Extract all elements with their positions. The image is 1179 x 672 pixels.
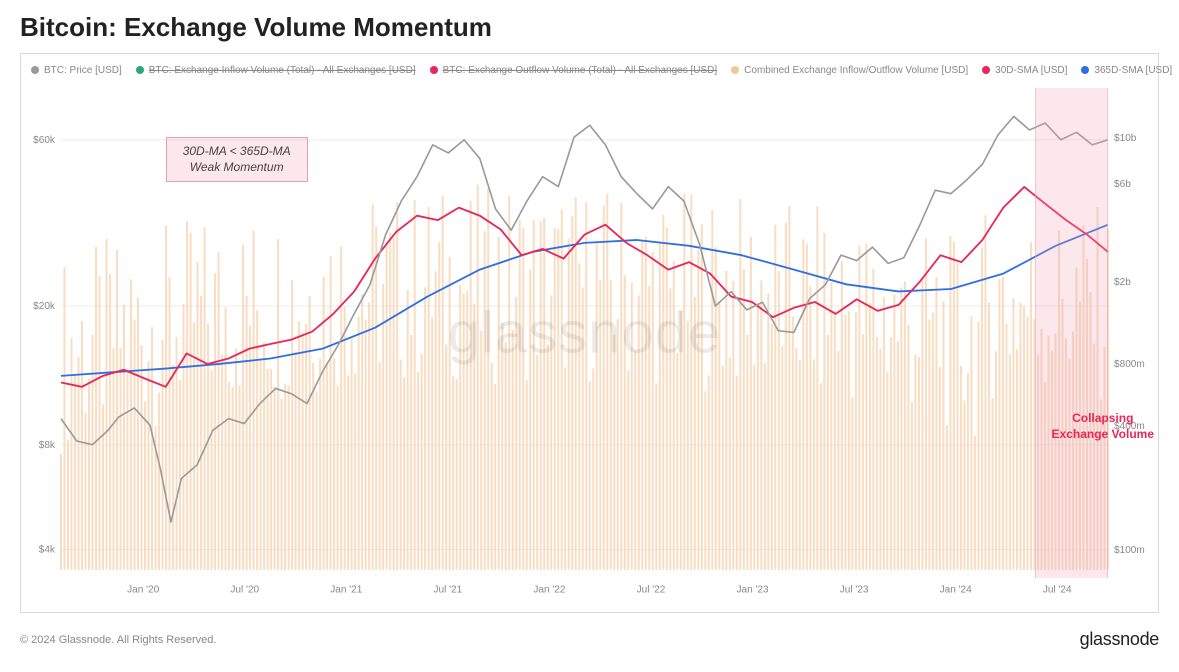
swatch-icon	[982, 66, 990, 74]
svg-text:Jul '20: Jul '20	[230, 584, 259, 595]
svg-text:$800m: $800m	[1114, 359, 1145, 370]
svg-text:Jul '21: Jul '21	[433, 584, 462, 595]
swatch-icon	[430, 66, 438, 74]
svg-text:$20k: $20k	[33, 301, 56, 312]
svg-text:Jan '22: Jan '22	[533, 584, 565, 595]
swatch-icon	[731, 66, 739, 74]
highlight-band	[1035, 88, 1108, 578]
svg-text:Jul '22: Jul '22	[637, 584, 666, 595]
legend-combined[interactable]: Combined Exchange Inflow/Outflow Volume …	[731, 65, 968, 76]
footer: © 2024 Glassnode. All Rights Reserved. g…	[20, 629, 1159, 650]
svg-text:$4k: $4k	[39, 545, 56, 556]
svg-text:Jan '23: Jan '23	[736, 584, 768, 595]
svg-text:Jul '24: Jul '24	[1043, 584, 1072, 595]
svg-text:$2b: $2b	[1114, 277, 1131, 288]
swatch-icon	[136, 66, 144, 74]
svg-text:$60k: $60k	[33, 135, 56, 146]
legend-row: BTC: Price [USD] BTC: Exchange Inflow Vo…	[31, 60, 1148, 80]
svg-text:Jan '21: Jan '21	[330, 584, 362, 595]
svg-text:$10b: $10b	[1114, 133, 1137, 144]
chart-container: BTC: Price [USD] BTC: Exchange Inflow Vo…	[20, 53, 1159, 613]
legend-inflow[interactable]: BTC: Exchange Inflow Volume (Total) - Al…	[136, 65, 416, 76]
highlight-label: Collapsing Exchange Volume	[1035, 411, 1171, 442]
momentum-callout: 30D-MA < 365D-MA Weak Momentum	[166, 137, 308, 182]
legend-30sma[interactable]: 30D-SMA [USD]	[982, 65, 1067, 76]
legend-365sma[interactable]: 365D-SMA [USD]	[1081, 65, 1172, 76]
svg-text:Jan '20: Jan '20	[127, 584, 159, 595]
legend-price[interactable]: BTC: Price [USD]	[31, 65, 122, 76]
svg-text:Jan '24: Jan '24	[940, 584, 972, 595]
page-title: Bitcoin: Exchange Volume Momentum	[20, 12, 1159, 43]
svg-text:$8k: $8k	[39, 440, 56, 451]
plot-area[interactable]: $4k$8k$20k$60k$100m$400m$800m$2b$6b$10bJ…	[61, 88, 1108, 578]
brand-logo: glassnode	[1080, 629, 1159, 650]
swatch-icon	[1081, 66, 1089, 74]
swatch-icon	[31, 66, 39, 74]
svg-text:$6b: $6b	[1114, 179, 1131, 190]
svg-text:Jul '23: Jul '23	[840, 584, 869, 595]
copyright-text: © 2024 Glassnode. All Rights Reserved.	[20, 634, 216, 646]
svg-text:$100m: $100m	[1114, 545, 1145, 556]
legend-outflow[interactable]: BTC: Exchange Outflow Volume (Total) - A…	[430, 65, 718, 76]
